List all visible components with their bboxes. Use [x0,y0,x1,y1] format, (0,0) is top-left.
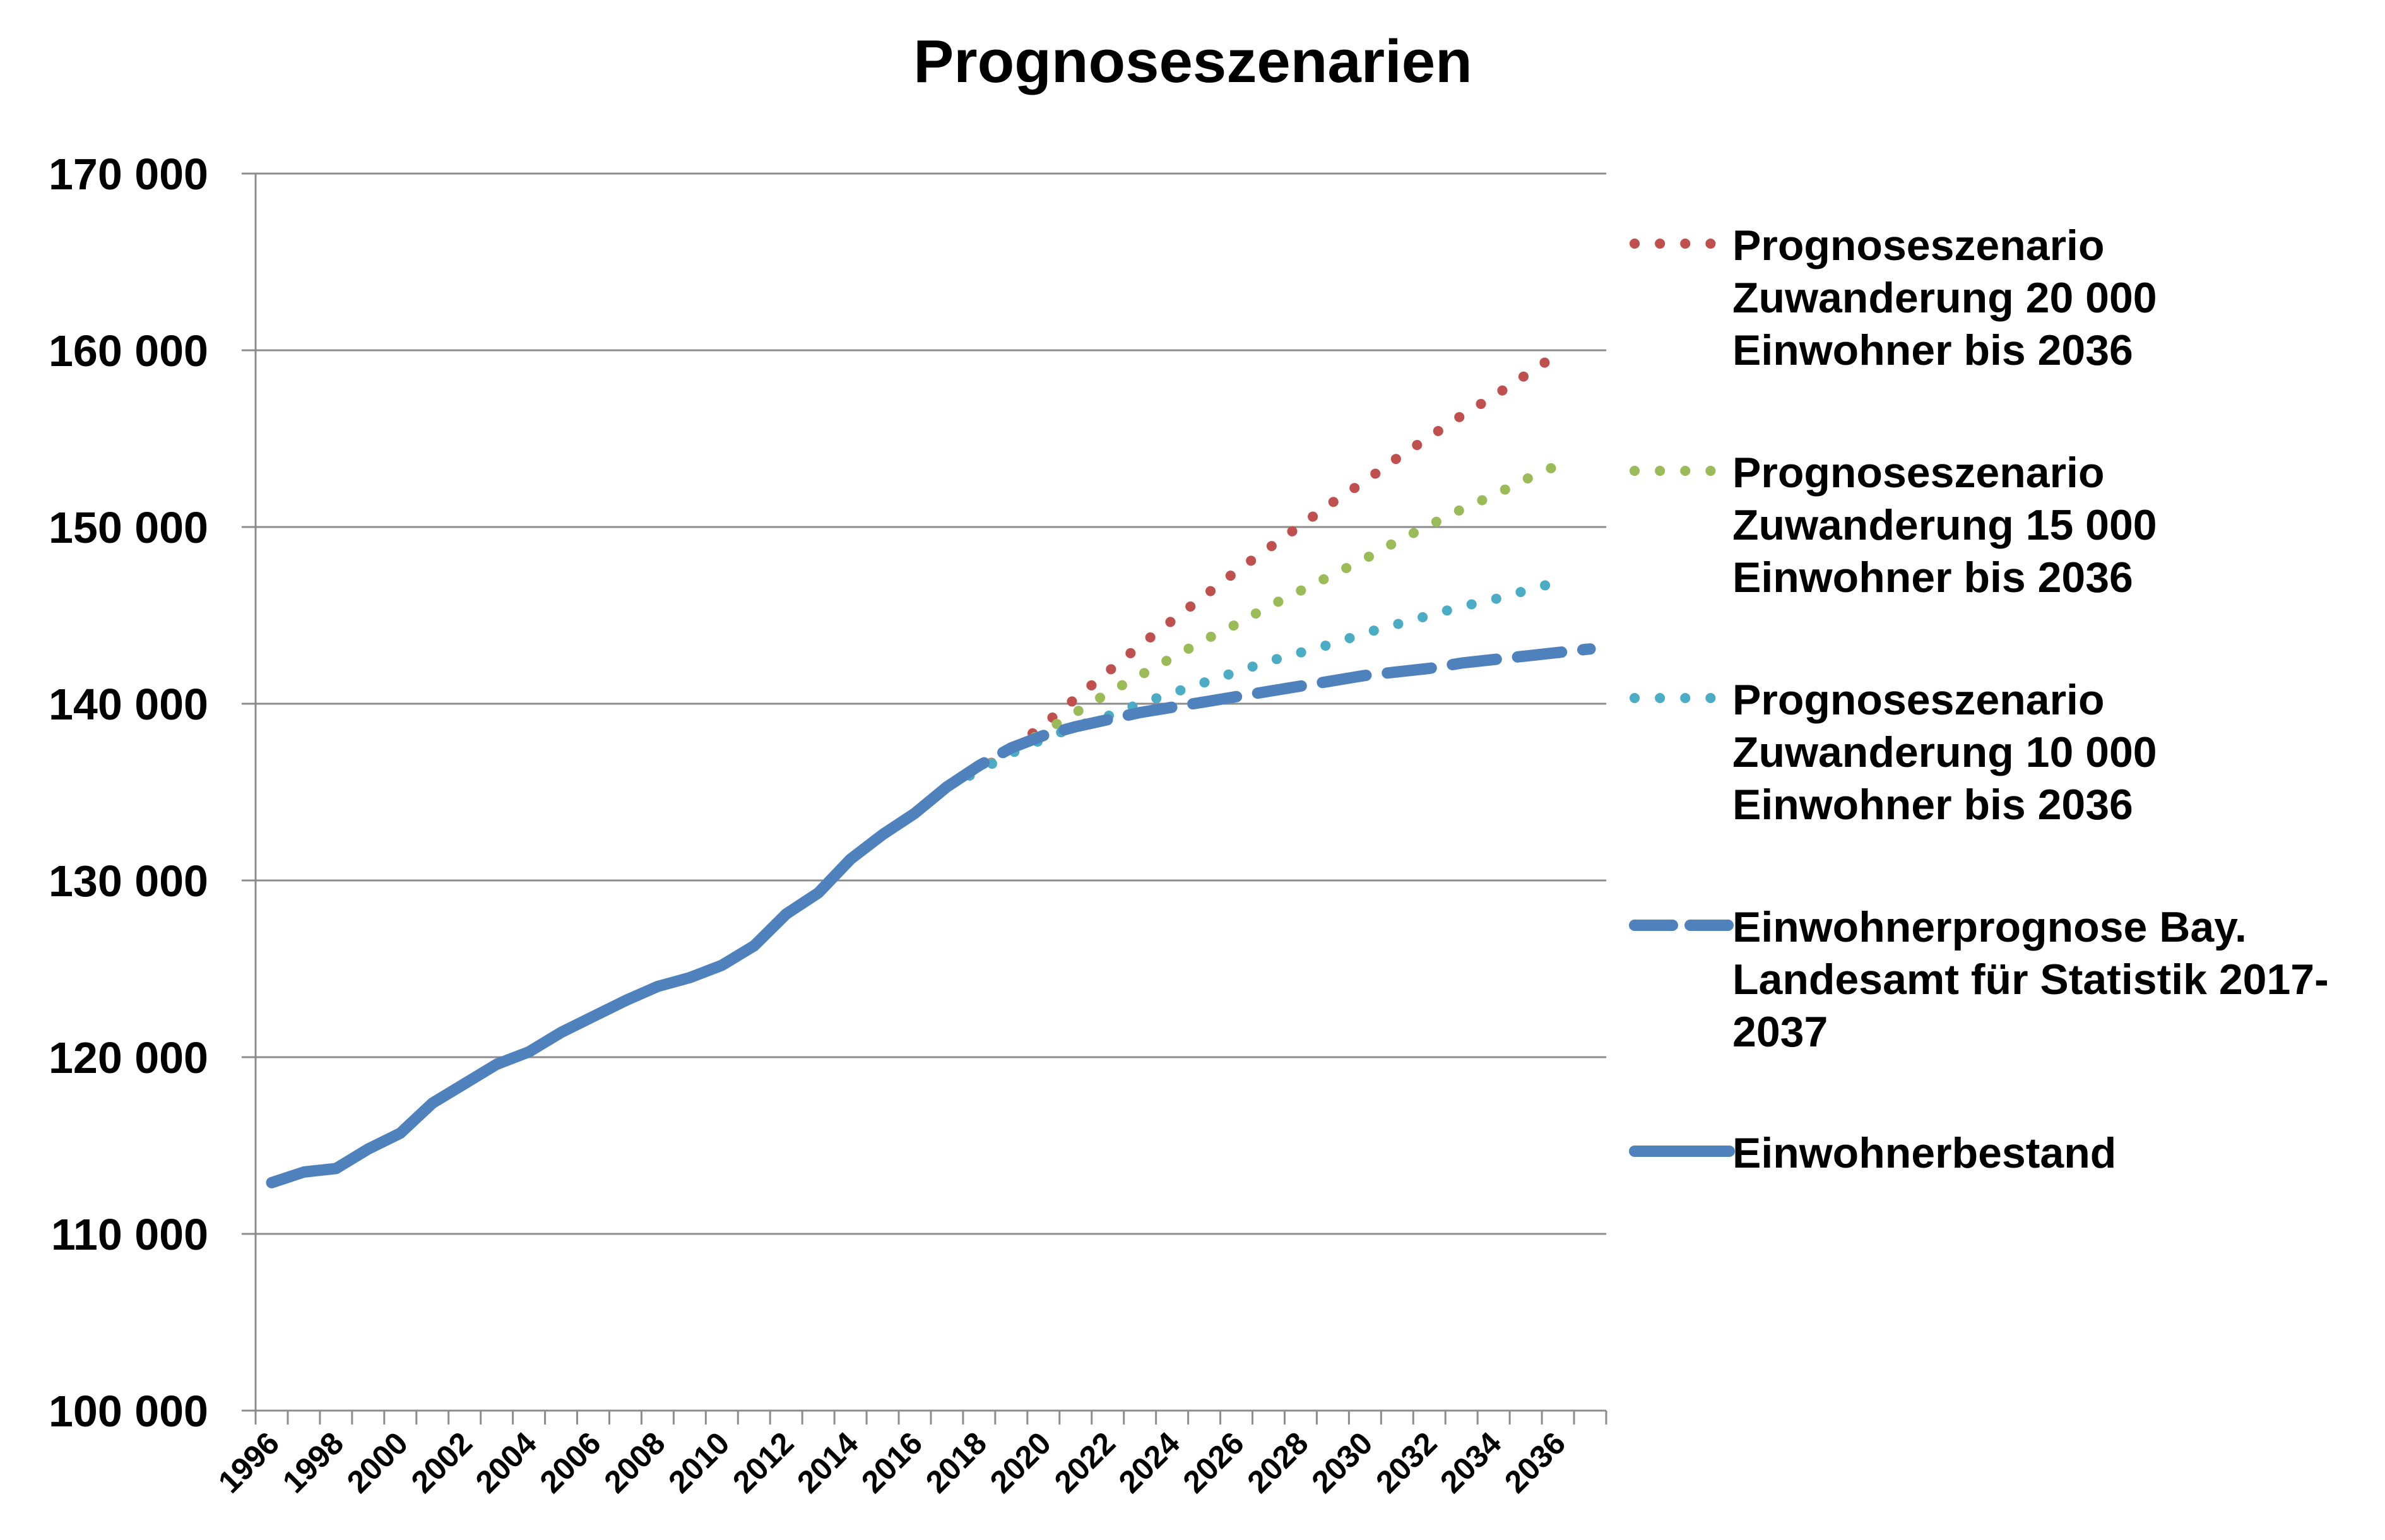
x-tick-label: 2026 [1176,1425,1251,1500]
x-tick-label: 2008 [597,1425,672,1500]
legend-label: Einwohnerprognose Bay. [1732,903,2247,951]
chart-title: Prognoseszenarien [913,28,1472,95]
x-tick-label: 2002 [405,1425,479,1500]
x-tick-label: 2016 [855,1425,929,1500]
x-tick-label: 2030 [1305,1425,1379,1500]
legend-label: Prognoseszenario [1732,676,2105,724]
x-tick-label: 2000 [340,1425,415,1500]
x-tick-label: 2012 [726,1425,800,1500]
legend-label: Zuwanderung 20 000 [1732,274,2157,322]
legend-label: Zuwanderung 10 000 [1732,728,2157,776]
x-tick-label: 2004 [469,1425,543,1500]
legend-label: Einwohner bis 2036 [1732,326,2133,374]
legend-label: Einwohner bis 2036 [1732,554,2133,601]
legend-label: Prognoseszenario [1732,449,2105,497]
x-tick-label: 2020 [983,1425,1058,1500]
series-line [942,460,1563,792]
legend-label: Einwohner bis 2036 [1732,781,2133,829]
x-tick-label: 1998 [276,1425,350,1500]
legend-label: Prognoseszenario [1732,222,2105,270]
x-tick-label: 2010 [661,1425,736,1500]
series-line [942,576,1563,792]
series-line [266,781,953,1188]
y-tick-label: 150 000 [49,503,208,552]
x-tick-label: 2024 [1112,1425,1187,1500]
x-tick-label: 2028 [1240,1425,1315,1500]
x-tick-label: 2036 [1498,1425,1572,1500]
y-tick-label: 130 000 [49,856,208,906]
y-tick-label: 100 000 [49,1387,208,1436]
axes [254,174,1606,1412]
series-lines [266,348,1596,1188]
legend-label: 2037 [1732,1008,1828,1056]
x-axis-ticks: 1996199820002002200420062008201020122014… [211,1411,1607,1500]
x-tick-label: 2022 [1048,1425,1122,1500]
series-line [942,348,1563,792]
x-tick-label: 2032 [1369,1425,1443,1500]
series-line [941,643,1596,793]
x-tick-label: 2014 [790,1425,865,1500]
gridlines [256,172,1606,1235]
y-tick-label: 160 000 [49,326,208,376]
y-tick-label: 170 000 [49,150,208,199]
legend-label: Landesamt für Statistik 2017- [1732,956,2329,1004]
y-tick-label: 140 000 [49,680,208,729]
legend-label: Zuwanderung 15 000 [1732,501,2157,549]
x-tick-label: 1996 [211,1425,286,1500]
y-tick-label: 120 000 [49,1033,208,1082]
x-tick-label: 2018 [919,1425,993,1500]
legend-label: Einwohnerbestand [1732,1129,2116,1177]
y-tick-label: 110 000 [51,1210,208,1259]
x-tick-label: 2034 [1433,1425,1508,1500]
x-tick-label: 2006 [533,1425,608,1500]
y-axis-ticks: 100 000 110 000 120 000 130 000 140 000 150 0… [49,150,256,1436]
